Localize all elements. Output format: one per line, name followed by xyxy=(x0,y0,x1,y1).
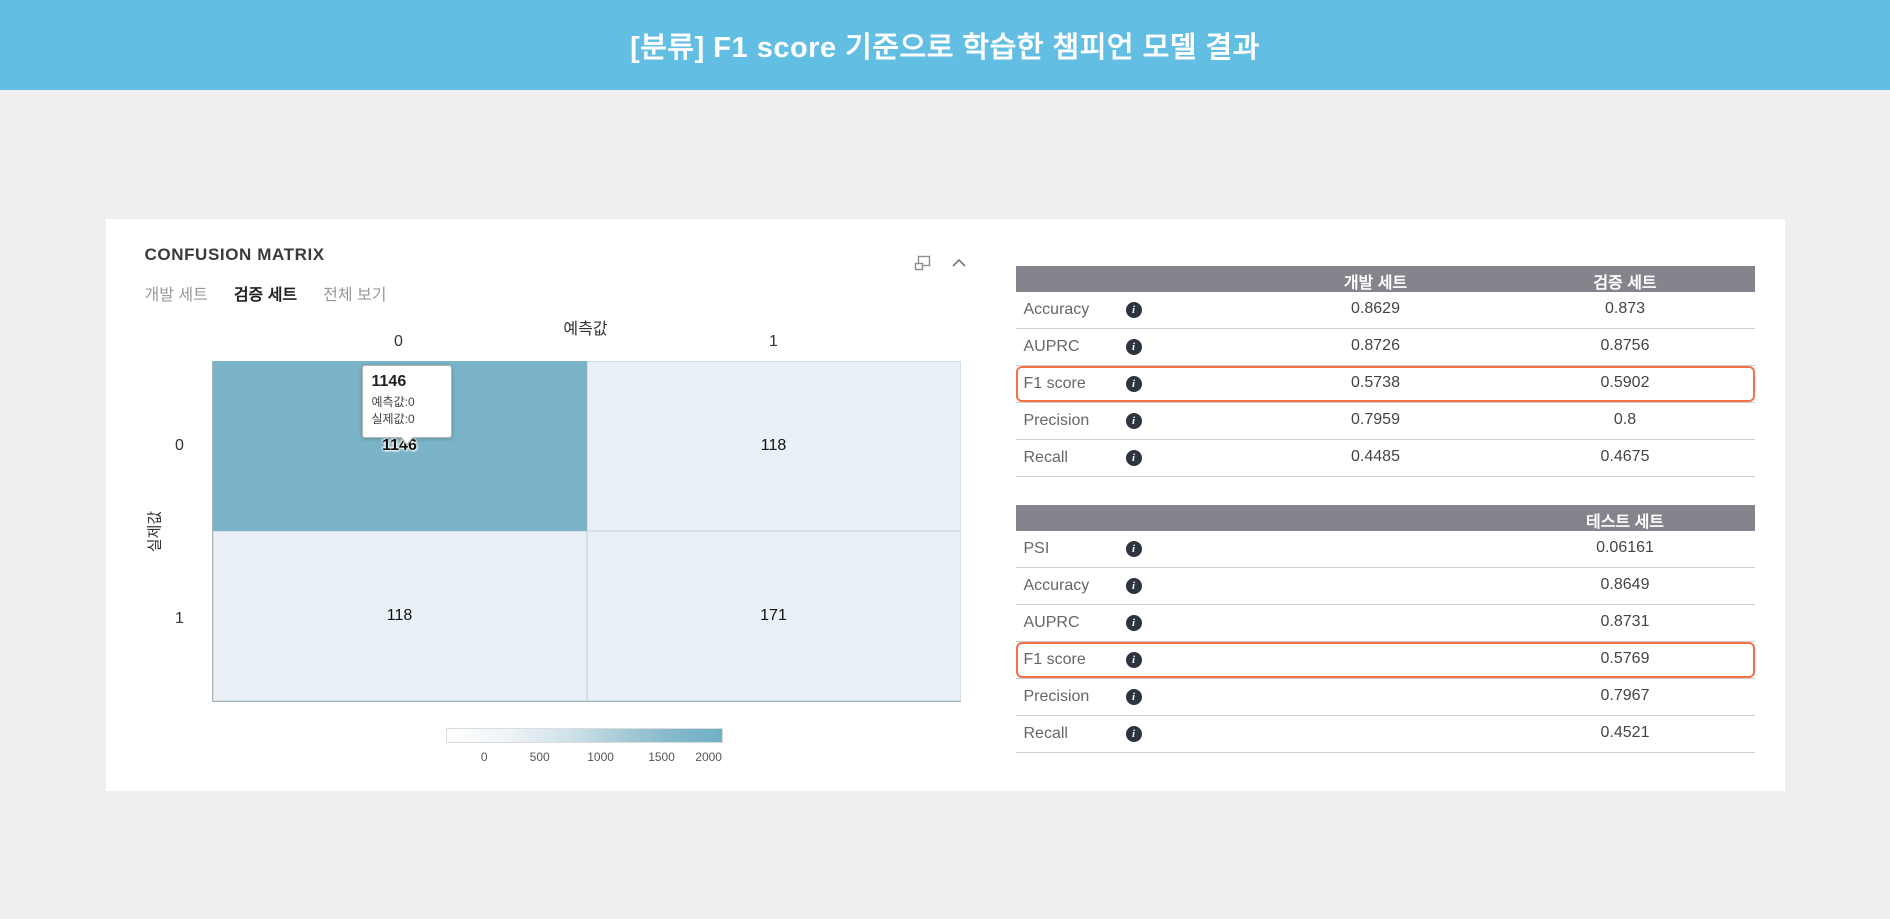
table-row: AUPRC 0.8726 0.8756 xyxy=(1015,329,1755,366)
confusion-matrix-plot: 1146 118 118 171 xyxy=(211,361,961,702)
metric-label: AUPRC xyxy=(1023,338,1080,355)
info-icon[interactable] xyxy=(1125,376,1142,392)
table-row-f1-highlighted: F1 score 0.5769 xyxy=(1015,642,1755,679)
page-title: [분류] F1 score 기준으로 학습한 챔피언 모델 결과 xyxy=(630,32,1260,64)
metric-label: AUPRC xyxy=(1023,614,1080,631)
tooltip-value: 1146 xyxy=(371,373,407,390)
legend-tick: 1500 xyxy=(648,750,675,764)
metric-value: 0.8 xyxy=(1613,411,1637,428)
cell-value: 118 xyxy=(760,437,787,454)
table-row: Recall 0.4485 0.4675 xyxy=(1015,440,1755,477)
info-icon[interactable] xyxy=(1125,652,1142,668)
table-row: Recall 0.4521 xyxy=(1015,716,1755,753)
tab-dev-set[interactable]: 개발 세트 xyxy=(144,287,208,304)
collapse-chevron-up-icon[interactable] xyxy=(951,258,967,268)
metric-label: Precision xyxy=(1023,688,1090,705)
tooltip-predicted: 예측값:0 xyxy=(371,395,415,409)
table-row-f1-highlighted: F1 score 0.5738 0.5902 xyxy=(1015,366,1755,403)
metric-value: 0.7959 xyxy=(1351,411,1400,428)
metric-value: 0.8756 xyxy=(1600,337,1650,354)
metric-label: Accuracy xyxy=(1023,577,1090,594)
legend-tick: 2000 xyxy=(695,750,722,764)
legend-tick: 0 xyxy=(480,750,488,764)
row-label-0: 0 xyxy=(175,437,184,454)
metric-value: 0.873 xyxy=(1604,300,1646,317)
metric-value: 0.4675 xyxy=(1600,448,1650,465)
cell-value: 171 xyxy=(760,607,787,624)
table-row: Precision 0.7959 0.8 xyxy=(1015,403,1755,440)
metric-label: Recall xyxy=(1023,449,1068,466)
info-icon[interactable] xyxy=(1125,450,1142,466)
x-axis-title: 예측값 xyxy=(563,321,608,338)
table-row: PSI 0.06161 xyxy=(1015,531,1755,568)
table-header-row: 개발 세트 검증 세트 xyxy=(1015,266,1755,292)
info-icon[interactable] xyxy=(1125,726,1142,742)
metric-value: 0.7967 xyxy=(1600,687,1650,704)
info-icon[interactable] xyxy=(1125,541,1142,557)
metric-value: 0.06161 xyxy=(1596,539,1654,556)
matrix-cell-0-1[interactable]: 118 xyxy=(586,361,961,531)
metrics-table-dev-val: 개발 세트 검증 세트 Accuracy 0.8629 0.873 AUPRC … xyxy=(1015,266,1755,477)
info-icon[interactable] xyxy=(1125,413,1142,429)
tab-view-all[interactable]: 전체 보기 xyxy=(323,287,387,304)
col-label-0: 0 xyxy=(394,333,403,350)
header-test-set: 테스트 세트 xyxy=(1585,514,1665,531)
metric-value: 0.5902 xyxy=(1600,374,1650,391)
metric-value: 0.5738 xyxy=(1351,374,1400,391)
legend-tick: 500 xyxy=(529,750,550,764)
metric-value: 0.8726 xyxy=(1351,337,1400,354)
info-icon[interactable] xyxy=(1125,615,1142,631)
legend-tick: 1000 xyxy=(587,750,614,764)
metric-value: 0.8731 xyxy=(1600,613,1650,630)
info-icon[interactable] xyxy=(1125,689,1142,705)
row-label-1: 1 xyxy=(175,610,184,627)
info-icon[interactable] xyxy=(1125,302,1142,318)
result-card: CONFUSION MATRIX 개발 세트 검증 세트 전체 보기 예측값 0… xyxy=(105,219,1785,791)
metric-label: Precision xyxy=(1023,412,1090,429)
info-icon[interactable] xyxy=(1125,339,1142,355)
header-dev-set: 개발 세트 xyxy=(1343,275,1408,292)
color-scale-legend xyxy=(445,728,723,743)
metric-label: PSI xyxy=(1023,540,1050,557)
y-axis-title: 실제값 xyxy=(146,510,163,553)
popout-icon[interactable] xyxy=(914,255,931,271)
metrics-table-test: 테스트 세트 PSI 0.06161 Accuracy 0.8649 AUPRC… xyxy=(1015,505,1755,753)
table-row: Accuracy 0.8629 0.873 xyxy=(1015,292,1755,329)
table-header-row: 테스트 세트 xyxy=(1015,505,1755,531)
col-label-1: 1 xyxy=(769,333,778,350)
tab-validation-set[interactable]: 검증 세트 xyxy=(233,287,298,304)
info-icon[interactable] xyxy=(1125,578,1142,594)
dataset-tabs: 개발 세트 검증 세트 전체 보기 xyxy=(145,281,387,305)
metric-label: Recall xyxy=(1023,725,1068,742)
metric-label: Accuracy xyxy=(1023,301,1090,318)
table-row: Accuracy 0.8649 xyxy=(1015,568,1755,605)
metric-value: 0.8629 xyxy=(1351,300,1400,317)
header-validation-set: 검증 세트 xyxy=(1593,275,1657,292)
matrix-cell-1-1[interactable]: 171 xyxy=(586,531,961,701)
table-row: Precision 0.7967 xyxy=(1015,679,1755,716)
metric-value: 0.8649 xyxy=(1600,576,1650,593)
metric-value: 0.5769 xyxy=(1600,650,1650,667)
metric-label: F1 score xyxy=(1023,375,1086,392)
metric-label: F1 score xyxy=(1023,651,1086,668)
tooltip-actual: 실제값:0 xyxy=(371,412,415,427)
panel-actions xyxy=(914,255,967,271)
metric-value: 0.4485 xyxy=(1351,448,1400,465)
confusion-matrix-title: CONFUSION MATRIX xyxy=(144,245,325,264)
cell-value: 118 xyxy=(386,607,413,624)
metric-value: 0.4521 xyxy=(1600,724,1650,741)
legend-tick-labels: 0 500 1000 1500 2000 xyxy=(446,750,723,766)
matrix-cell-1-0[interactable]: 118 xyxy=(212,531,587,701)
cell-tooltip: 1146 예측값:0 실제값:0 xyxy=(361,365,452,438)
page-banner: [분류] F1 score 기준으로 학습한 챔피언 모델 결과 xyxy=(0,0,1890,90)
table-row: AUPRC 0.8731 xyxy=(1015,605,1755,642)
